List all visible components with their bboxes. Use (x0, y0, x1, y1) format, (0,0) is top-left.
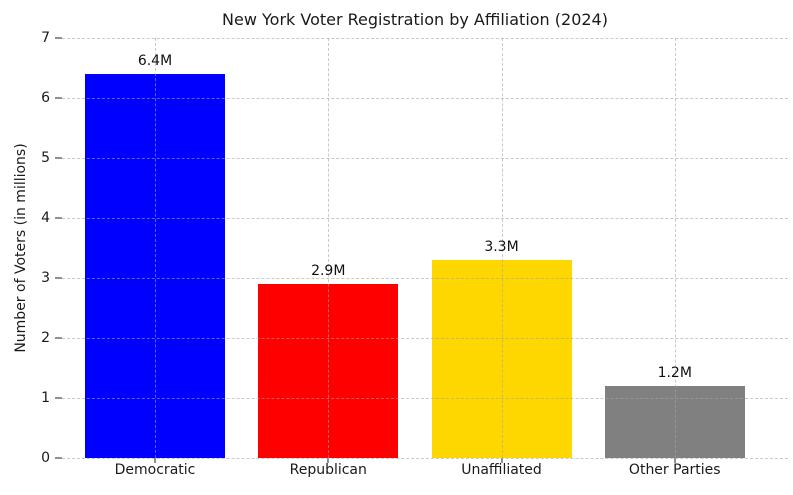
y-tick-label: 0 (41, 450, 50, 466)
y-tick-label: 3 (41, 270, 50, 286)
chart-title: New York Voter Registration by Affiliati… (222, 10, 608, 29)
x-tick-label-republican: Republican (289, 462, 367, 478)
v-gridline (674, 38, 676, 458)
h-gridline (62, 158, 788, 159)
v-gridline (328, 38, 330, 458)
x-tick-label-unaffiliated: Unaffiliated (461, 462, 542, 478)
v-gridline (155, 38, 156, 458)
y-tick-mark (55, 157, 62, 159)
y-tick-label: 7 (41, 30, 50, 46)
y-tick-label: 6 (41, 90, 50, 106)
y-axis-title: Number of Voters (in millions) (13, 143, 29, 353)
h-gridline (62, 218, 788, 219)
y-tick-label: 5 (41, 150, 50, 166)
h-gridline (62, 338, 788, 339)
h-gridline (62, 458, 788, 459)
h-gridline (62, 278, 788, 279)
x-tick-mark (501, 458, 502, 463)
bar-value-label-other-parties: 1.2M (657, 365, 692, 381)
y-tick-label: 1 (41, 390, 50, 406)
bar-value-label-democratic: 6.4M (137, 53, 173, 69)
bar-value-label-unaffiliated: 3.3M (484, 239, 519, 255)
x-tick-label-democratic: Democratic (114, 462, 196, 478)
y-tick-mark (55, 277, 62, 279)
x-tick-label-other-parties: Other Parties (628, 462, 721, 478)
x-tick-mark (674, 458, 676, 463)
bar-value-label-republican: 2.9M (311, 263, 346, 279)
h-gridline (62, 98, 788, 99)
h-gridline (62, 398, 788, 399)
x-tick-mark (154, 458, 156, 463)
y-tick-mark (55, 217, 62, 219)
x-tick-mark (327, 458, 329, 463)
y-tick-label: 2 (41, 330, 50, 346)
y-tick-mark (55, 337, 62, 339)
y-tick-mark (55, 97, 62, 99)
y-tick-label: 4 (41, 210, 50, 226)
v-gridline (501, 38, 503, 458)
plot-area: 6.4M 2.9M 3.3M 1.2M (62, 38, 788, 459)
y-tick-mark (55, 457, 62, 459)
y-tick-mark (55, 397, 62, 399)
h-gridline (62, 38, 788, 39)
y-tick-mark (55, 37, 62, 39)
